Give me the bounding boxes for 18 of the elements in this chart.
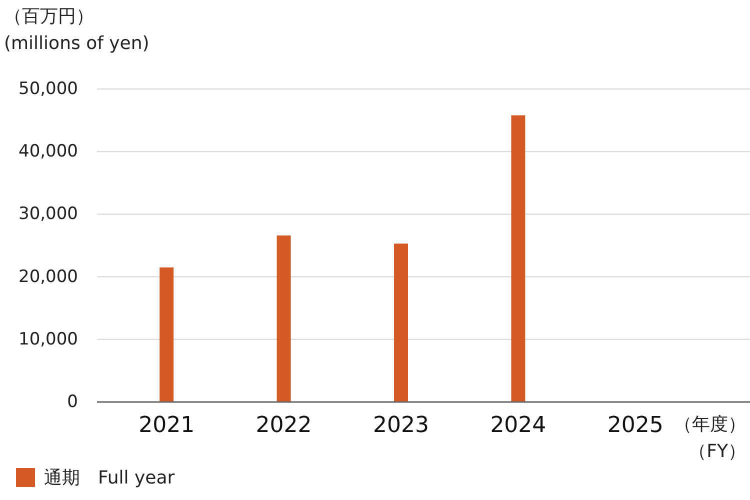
y-tick-label: 50,000	[18, 79, 78, 99]
legend-label: 通期 Full year	[44, 468, 176, 488]
bar	[160, 267, 174, 402]
bar	[511, 115, 526, 402]
bar	[276, 235, 291, 402]
y-tick-label: 20,000	[18, 266, 78, 287]
y-tick-label: 30,000	[18, 204, 78, 224]
x-tick-label: 2023	[373, 413, 429, 438]
y-tick-label: 0	[67, 392, 78, 412]
y-axis-title: （百万円） (millions of yen)	[4, 6, 150, 54]
x-tick-label: 2022	[256, 413, 312, 438]
y-tick-label: 10,000	[18, 329, 78, 350]
x-tick-label: 2025	[607, 413, 664, 438]
y-tick-label: 40,000	[18, 142, 78, 162]
x-tick-label: 2021	[138, 413, 195, 438]
x-tick-label: 2024	[490, 413, 546, 438]
bar	[394, 244, 408, 402]
x-axis-title: （年度）（FY）	[674, 414, 746, 462]
